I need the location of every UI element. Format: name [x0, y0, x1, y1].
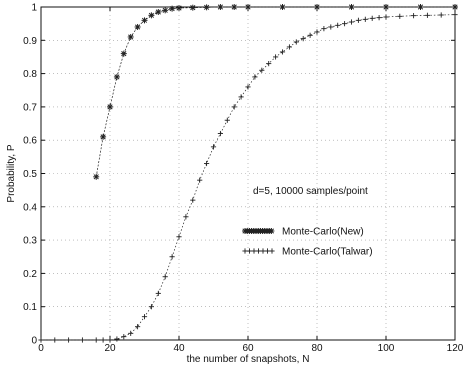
data-point: [176, 5, 182, 11]
data-point: [155, 9, 161, 15]
data-point: [231, 4, 237, 10]
series-talwar: [38, 12, 458, 343]
x-tick-label: 0: [38, 343, 44, 354]
x-tick-label: 40: [173, 343, 185, 354]
y-tick-label: 0.9: [23, 36, 37, 47]
x-tick-label: 100: [378, 343, 395, 354]
data-point: [162, 7, 168, 13]
data-point: [452, 4, 458, 10]
data-point: [203, 4, 210, 10]
y-tick-label: 0.4: [23, 202, 37, 213]
legend-marker: [268, 228, 275, 234]
y-tick-label: 0: [31, 336, 37, 347]
legend-swatch-talwar: [242, 248, 275, 254]
legend-label-talwar: Monte-Carlo(Talwar): [282, 247, 373, 258]
data-point: [134, 24, 141, 30]
y-tick-label: 0.1: [23, 302, 37, 313]
data-point: [148, 12, 155, 18]
data-point: [245, 4, 251, 10]
x-tick-label: 80: [311, 343, 323, 354]
legend: Monte-Carlo(New) Monte-Carlo(Talwar): [242, 227, 373, 258]
data-point: [169, 6, 175, 12]
x-axis-label: the number of snapshots, N: [187, 354, 310, 365]
data-point: [114, 74, 120, 80]
axis-ticks: 0 20 40 60 80 100 120 0 0.1 0.2 0.3 0.4 0.5 0.6 0.7 0.8…: [23, 3, 464, 355]
data-point: [121, 51, 127, 57]
series-new: [93, 4, 458, 180]
data-point: [141, 17, 148, 23]
y-tick-label: 0.6: [23, 136, 37, 147]
series-line: [41, 14, 456, 341]
x-tick-label: 60: [242, 343, 254, 354]
data-point: [93, 174, 99, 180]
y-tick-label: 0.5: [23, 169, 37, 180]
data-point: [314, 4, 320, 10]
x-tick-label: 120: [447, 343, 464, 354]
chart-annotation: d=5, 10000 samples/point: [253, 186, 368, 197]
y-tick-label: 0.7: [23, 102, 37, 113]
plot-frame: [40, 6, 456, 341]
y-tick-label: 0.3: [23, 236, 37, 247]
data-point: [417, 4, 424, 10]
x-tick-label: 20: [104, 343, 116, 354]
data-point: [128, 34, 134, 40]
series-layer: [38, 4, 458, 343]
y-tick-label: 0.8: [23, 69, 37, 80]
y-tick-label: 0.2: [23, 269, 37, 280]
y-axis-label: Probability, P: [6, 144, 17, 203]
legend-swatch-new: [242, 228, 275, 234]
data-point: [279, 4, 286, 10]
data-point: [107, 104, 113, 110]
legend-label-new: Monte-Carlo(New): [282, 227, 364, 238]
grid: [41, 7, 455, 340]
data-point: [190, 5, 196, 11]
data-point: [100, 134, 106, 140]
data-point: [217, 4, 224, 10]
data-point: [348, 4, 355, 10]
series-line: [95, 6, 455, 177]
y-tick-label: 1: [31, 3, 37, 14]
data-point: [383, 4, 389, 10]
